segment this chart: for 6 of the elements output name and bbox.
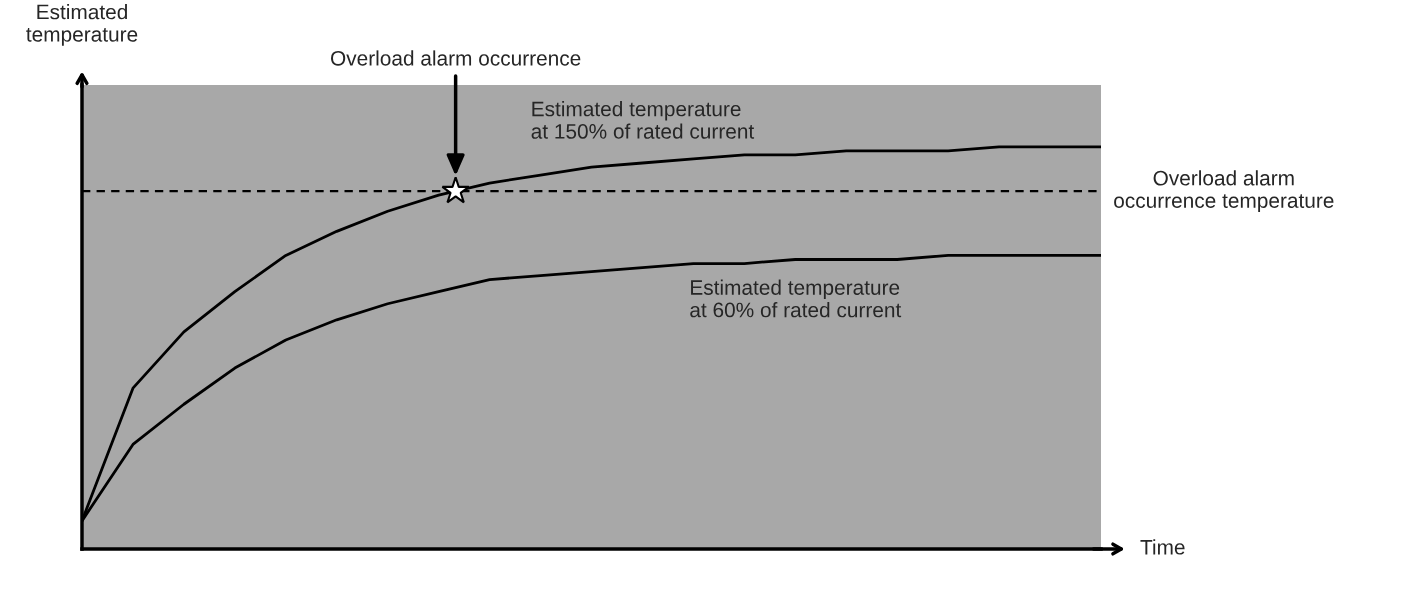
x-axis-title: Time [1140, 539, 1185, 555]
series-label: Estimated temperature at 60% of rated current [690, 279, 902, 318]
y-axis-title: Estimated temperature [26, 4, 138, 46]
series-label: Estimated temperature at 150% of rated current [531, 101, 755, 139]
ref-line-label: Overload alarm occurrence temperature [1114, 170, 1334, 213]
text: Overload alarm occurrence [331, 50, 581, 66]
